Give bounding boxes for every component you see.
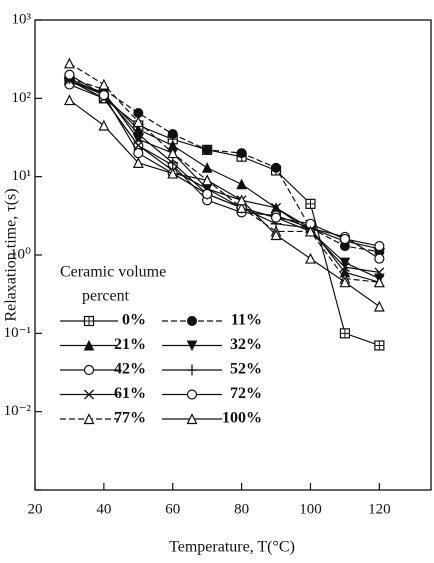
marker bbox=[132, 116, 144, 128]
marker bbox=[236, 201, 248, 213]
legend-label: 52% bbox=[230, 361, 262, 378]
marker bbox=[167, 129, 178, 140]
marker bbox=[63, 57, 75, 69]
marker bbox=[373, 276, 385, 288]
marker bbox=[98, 78, 110, 90]
marker bbox=[167, 167, 179, 179]
legend-label: 11% bbox=[231, 312, 262, 329]
legend-title: percent bbox=[82, 288, 130, 305]
x-tick-label: 80 bbox=[234, 501, 249, 517]
marker bbox=[133, 147, 144, 159]
marker bbox=[270, 212, 282, 223]
marker bbox=[373, 300, 385, 312]
marker bbox=[339, 233, 351, 245]
y-tick-label: 10³ bbox=[12, 11, 32, 27]
series-line bbox=[69, 79, 380, 283]
marker bbox=[202, 188, 213, 200]
marker bbox=[83, 364, 95, 376]
y-axis-label: Relaxation time, τ(s) bbox=[3, 188, 20, 321]
marker bbox=[186, 413, 198, 425]
legend-title: Ceramic volume bbox=[60, 264, 166, 281]
series-line bbox=[69, 62, 380, 283]
marker bbox=[236, 148, 247, 159]
series-line bbox=[69, 79, 380, 347]
series-line bbox=[69, 74, 380, 247]
x-axis-label: Temperature, T(°C) bbox=[169, 539, 295, 556]
series-line bbox=[69, 77, 380, 250]
marker bbox=[83, 339, 95, 351]
marker bbox=[63, 94, 75, 106]
y-tick-label: 10⁻² bbox=[4, 403, 32, 419]
x-tick-label: 120 bbox=[368, 501, 391, 517]
marker bbox=[84, 389, 94, 400]
marker bbox=[374, 253, 385, 264]
marker bbox=[186, 340, 198, 352]
legend-label: 61% bbox=[114, 385, 146, 402]
marker bbox=[270, 229, 282, 241]
marker bbox=[374, 267, 385, 278]
marker bbox=[201, 162, 213, 173]
marker bbox=[339, 276, 351, 288]
legend-label: 21% bbox=[114, 336, 146, 353]
marker-cross bbox=[305, 199, 315, 209]
x-tick-label: 100 bbox=[299, 501, 322, 517]
marker bbox=[167, 157, 179, 169]
marker bbox=[374, 340, 385, 351]
marker bbox=[83, 315, 95, 327]
marker bbox=[167, 147, 179, 159]
y-tick-label: 10⁻¹ bbox=[4, 325, 31, 341]
marker bbox=[339, 328, 351, 339]
marker bbox=[271, 202, 282, 213]
marker bbox=[83, 413, 95, 425]
marker bbox=[305, 225, 316, 237]
legend-label: 72% bbox=[230, 385, 262, 402]
marker-cross bbox=[374, 340, 384, 350]
marker bbox=[186, 389, 198, 400]
y-tick-label: 10¹ bbox=[12, 168, 32, 184]
series-line bbox=[69, 99, 380, 307]
series-line bbox=[69, 83, 380, 260]
series-line bbox=[69, 81, 380, 280]
marker bbox=[187, 316, 197, 326]
y-tick-label: 10² bbox=[12, 90, 32, 106]
legend-label: 77% bbox=[114, 410, 146, 427]
marker bbox=[186, 364, 198, 376]
legend-label: 32% bbox=[230, 336, 262, 353]
x-tick-label: 20 bbox=[28, 501, 43, 517]
marker bbox=[339, 257, 351, 269]
marker bbox=[202, 144, 213, 155]
marker-cross bbox=[84, 316, 94, 326]
x-tick-label: 40 bbox=[96, 501, 111, 517]
legend-label: 42% bbox=[114, 361, 146, 378]
legend-label: 0% bbox=[122, 312, 146, 329]
marker bbox=[98, 89, 109, 101]
marker bbox=[98, 119, 110, 131]
marker-cross bbox=[340, 328, 350, 338]
marker bbox=[64, 69, 75, 80]
marker bbox=[305, 198, 316, 209]
y-tick-label: 10⁰ bbox=[10, 246, 31, 262]
marker bbox=[339, 262, 350, 273]
marker bbox=[236, 194, 248, 206]
marker bbox=[132, 128, 144, 140]
marker bbox=[201, 174, 213, 186]
legend-label: 100% bbox=[222, 410, 262, 427]
x-tick-label: 60 bbox=[165, 501, 180, 517]
marker bbox=[374, 240, 385, 252]
marker bbox=[132, 157, 144, 168]
marker bbox=[236, 178, 247, 190]
marker bbox=[271, 162, 282, 173]
series-line bbox=[69, 77, 380, 253]
marker bbox=[305, 252, 316, 264]
